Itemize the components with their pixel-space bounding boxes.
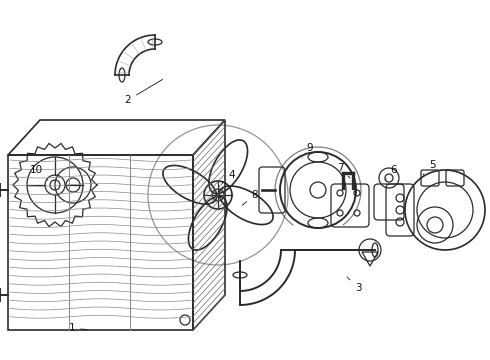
Text: 1: 1 xyxy=(69,323,87,333)
Text: 3: 3 xyxy=(347,277,361,293)
Text: 7: 7 xyxy=(337,163,350,178)
Text: 6: 6 xyxy=(385,165,397,180)
Text: 5: 5 xyxy=(423,160,435,175)
Text: 10: 10 xyxy=(29,165,48,180)
Text: 2: 2 xyxy=(124,80,163,105)
Text: 4: 4 xyxy=(222,170,235,183)
Text: 8: 8 xyxy=(242,190,258,205)
Text: 9: 9 xyxy=(302,143,313,158)
